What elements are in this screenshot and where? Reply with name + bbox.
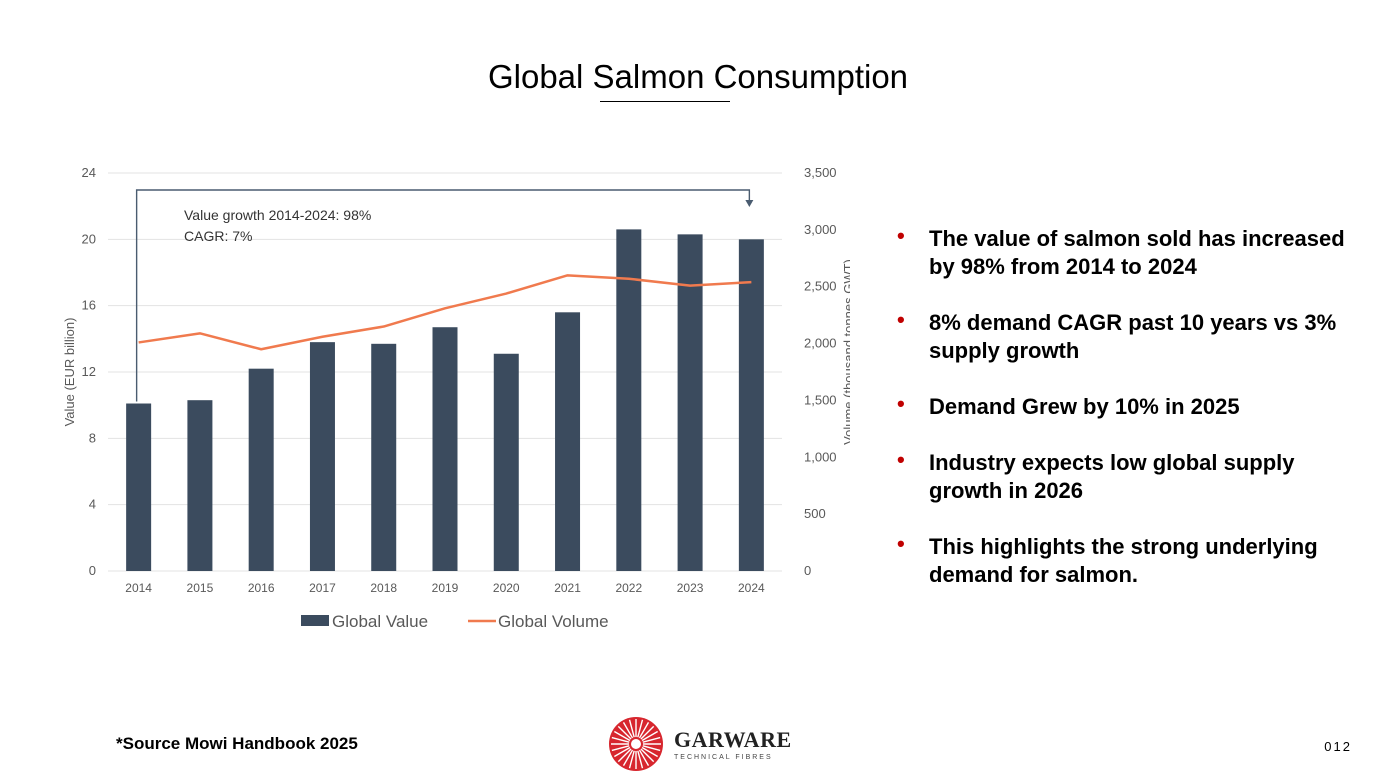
x-tick-label: 2020 [493,581,520,595]
bar-global-value [555,312,581,571]
x-tick-label: 2019 [432,581,459,595]
bullet-icon: • [897,307,905,332]
page-title: Global Salmon Consumption [487,58,909,95]
bar-global-value [126,403,152,571]
key-point-text: Industry expects low global supply growt… [929,450,1295,503]
key-point-text: This highlights the strong underlying de… [929,534,1318,587]
logo-name: GARWARE [674,727,792,752]
key-point: • The value of salmon sold has increased … [895,225,1365,281]
bullet-icon: • [897,391,905,416]
x-tick-label: 2022 [615,581,642,595]
y2-tick-label: 0 [804,563,811,578]
key-points-list: • The value of salmon sold has increased … [895,225,1365,617]
x-tick-label: 2017 [309,581,336,595]
y2-tick-label: 3,500 [804,165,837,180]
annotation-text: CAGR: 7% [184,228,252,244]
key-point-text: Demand Grew by 10% in 2025 [929,394,1240,419]
y2-tick-label: 500 [804,506,826,521]
key-point-text: 8% demand CAGR past 10 years vs 3% suppl… [929,310,1337,363]
bullet-icon: • [897,531,905,556]
bar-global-value [493,353,519,571]
bar-global-value [248,368,274,571]
sunburst-logo-icon [609,717,663,771]
key-point: • 8% demand CAGR past 10 years vs 3% supp… [895,309,1365,365]
bar-global-value [677,234,703,571]
garware-logo: GARWARE TECHNICAL FIBRES [608,716,792,772]
y-tick-label: 0 [89,563,96,578]
bar-global-value [371,343,397,571]
y-tick-label: 8 [89,430,96,445]
legend-label: Global Volume [498,612,609,631]
bullet-icon: • [897,223,905,248]
source-note: *Source Mowi Handbook 2025 [116,734,358,753]
x-tick-label: 2014 [125,581,152,595]
line-global-volume [138,274,752,351]
key-point: • Industry expects low global supply grow… [895,449,1365,505]
bullet-icon: • [897,447,905,472]
legend-label: Global Value [332,612,428,631]
x-tick-label: 2023 [677,581,704,595]
y-tick-label: 24 [82,165,96,180]
y2-tick-label: 1,500 [804,392,837,407]
y2-tick-label: 2,000 [804,336,837,351]
bar-global-value [616,229,642,571]
y2-axis-title: Volume (thousand tonnes GWT) [841,259,850,445]
bar-global-value [187,400,213,571]
y-tick-label: 20 [82,231,96,246]
annotation-text: Value growth 2014-2024: 98% [184,207,371,223]
y2-tick-label: 1,000 [804,449,837,464]
x-tick-label: 2024 [738,581,765,595]
key-point: • This highlights the strong underlying d… [895,533,1365,589]
x-tick-label: 2021 [554,581,581,595]
key-point-text: The value of salmon sold has increased b… [929,226,1345,279]
y2-tick-label: 3,000 [804,222,837,237]
title-underline [600,101,730,102]
x-tick-label: 2018 [370,581,397,595]
y-tick-label: 12 [82,364,96,379]
bar-global-value [309,342,335,571]
annotation-bracket [135,189,751,402]
x-tick-label: 2015 [187,581,214,595]
bar-global-value [738,239,764,571]
y2-tick-label: 2,500 [804,279,837,294]
y-axis-title: Value (EUR billion) [62,318,77,427]
page-number: 012 [1324,739,1352,754]
logo-tagline: TECHNICAL FIBRES [674,754,773,761]
y-tick-label: 4 [89,497,96,512]
annotation-arrow-icon [745,200,754,207]
x-tick-label: 2016 [248,581,275,595]
salmon-chart: 0481216202405001,0001,5002,0002,5003,000… [62,165,850,631]
y-tick-label: 16 [82,298,96,313]
bar-global-value [432,327,458,571]
key-point: • Demand Grew by 10% in 2025 [895,393,1365,421]
legend-swatch-value [301,615,329,626]
